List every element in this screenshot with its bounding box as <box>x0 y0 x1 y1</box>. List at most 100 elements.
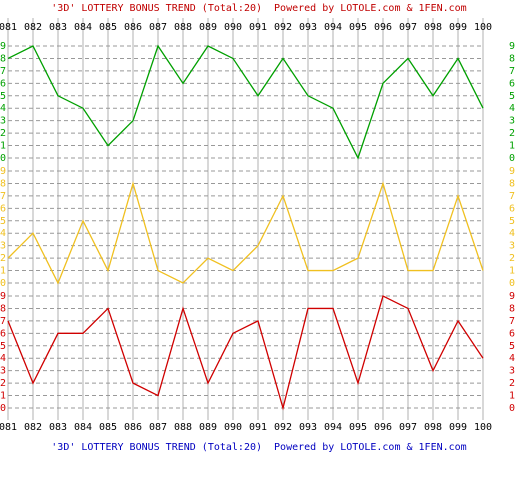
series-line <box>7 295 484 411</box>
y-tick-label: 6 <box>0 203 6 214</box>
x-tick-label: 088 <box>174 422 192 433</box>
x-tick-label: 082 <box>24 422 42 433</box>
x-tick-label: 097 <box>399 22 417 33</box>
y-tick-label: 0 <box>0 153 6 164</box>
x-tick-label: 086 <box>124 422 142 433</box>
y-tick-label: 5 <box>0 216 6 227</box>
y-tick-label: 8 <box>509 178 515 189</box>
y-tick-label: 7 <box>509 66 515 77</box>
y-tick-label: 4 <box>0 228 6 239</box>
x-tick-label: 082 <box>24 22 42 33</box>
x-tick-label: 100 <box>474 422 492 433</box>
x-tick-label: 084 <box>74 422 92 433</box>
y-tick-label: 0 <box>0 403 6 414</box>
y-tick-label: 5 <box>0 341 6 352</box>
y-tick-label: 2 <box>0 128 6 139</box>
y-tick-label: 2 <box>509 378 515 389</box>
y-tick-label: 0 <box>509 278 515 289</box>
y-tick-label: 9 <box>509 291 515 302</box>
x-tick-label: 096 <box>374 422 392 433</box>
y-tick-label: 7 <box>509 191 515 202</box>
x-tick-label: 099 <box>449 422 467 433</box>
y-tick-label: 3 <box>0 366 6 377</box>
y-tick-label: 4 <box>0 103 6 114</box>
x-tick-label: 088 <box>174 22 192 33</box>
x-tick-label: 090 <box>224 22 242 33</box>
y-tick-label: 2 <box>0 253 6 264</box>
x-tick-label: 092 <box>274 22 292 33</box>
y-tick-label: 4 <box>0 353 6 364</box>
y-tick-label: 5 <box>509 341 515 352</box>
x-tick-label: 092 <box>274 422 292 433</box>
x-tick-label: 097 <box>399 422 417 433</box>
y-tick-label: 4 <box>509 103 515 114</box>
x-tick-label: 099 <box>449 22 467 33</box>
y-tick-label: 9 <box>509 41 515 52</box>
x-tick-label: 090 <box>224 422 242 433</box>
y-tick-label: 2 <box>509 128 515 139</box>
y-tick-label: 3 <box>0 116 6 127</box>
series-line <box>7 44 484 160</box>
y-tick-label: 9 <box>0 291 6 302</box>
y-tick-label: 9 <box>0 166 6 177</box>
y-tick-label: 8 <box>0 178 6 189</box>
y-tick-label: 1 <box>509 141 515 152</box>
x-tick-label: 086 <box>124 22 142 33</box>
x-tick-label: 098 <box>424 22 442 33</box>
x-tick-label: 093 <box>299 22 317 33</box>
x-tick-label: 083 <box>49 422 67 433</box>
x-tick-label: 096 <box>374 22 392 33</box>
x-tick-label: 091 <box>249 422 267 433</box>
y-tick-label: 0 <box>0 278 6 289</box>
chart-footer-title: '3D' LOTTERY BONUS TREND (Total:20) Powe… <box>51 442 466 453</box>
y-tick-label: 0 <box>509 153 515 164</box>
y-tick-label: 1 <box>509 266 515 277</box>
x-tick-label: 095 <box>349 422 367 433</box>
x-tick-label: 091 <box>249 22 267 33</box>
series-line <box>7 181 484 285</box>
y-tick-label: 1 <box>0 391 6 402</box>
x-tick-label: 098 <box>424 422 442 433</box>
x-tick-label: 089 <box>199 422 217 433</box>
y-tick-label: 7 <box>509 316 515 327</box>
y-tick-label: 6 <box>509 328 515 339</box>
y-tick-label: 5 <box>0 91 6 102</box>
x-tick-label: 085 <box>99 22 117 33</box>
x-tick-label: 095 <box>349 22 367 33</box>
y-tick-label: 3 <box>0 241 6 252</box>
y-tick-label: 0 <box>509 403 515 414</box>
x-tick-label: 083 <box>49 22 67 33</box>
x-tick-label: 094 <box>324 422 342 433</box>
y-tick-label: 8 <box>509 53 515 64</box>
x-tick-label: 093 <box>299 422 317 433</box>
y-tick-label: 2 <box>509 253 515 264</box>
y-tick-label: 7 <box>0 191 6 202</box>
y-tick-label: 6 <box>0 328 6 339</box>
y-tick-label: 1 <box>0 266 6 277</box>
y-tick-label: 3 <box>509 366 515 377</box>
x-tick-label: 089 <box>199 22 217 33</box>
y-tick-label: 9 <box>509 166 515 177</box>
y-tick-label: 1 <box>0 141 6 152</box>
x-tick-label: 094 <box>324 22 342 33</box>
x-tick-label: 087 <box>149 422 167 433</box>
y-tick-label: 4 <box>509 228 515 239</box>
y-tick-label: 6 <box>509 78 515 89</box>
y-tick-label: 4 <box>509 353 515 364</box>
y-tick-label: 2 <box>0 378 6 389</box>
x-tick-label: 100 <box>474 22 492 33</box>
y-tick-label: 6 <box>509 203 515 214</box>
x-tick-label: 081 <box>0 22 17 33</box>
y-tick-label: 8 <box>0 53 6 64</box>
y-tick-label: 5 <box>509 91 515 102</box>
y-tick-label: 1 <box>509 391 515 402</box>
y-tick-label: 7 <box>0 66 6 77</box>
y-tick-label: 8 <box>509 303 515 314</box>
y-tick-label: 5 <box>509 216 515 227</box>
y-tick-label: 7 <box>0 316 6 327</box>
y-tick-label: 8 <box>0 303 6 314</box>
x-tick-label: 084 <box>74 22 92 33</box>
x-tick-label: 081 <box>0 422 17 433</box>
y-tick-label: 3 <box>509 241 515 252</box>
